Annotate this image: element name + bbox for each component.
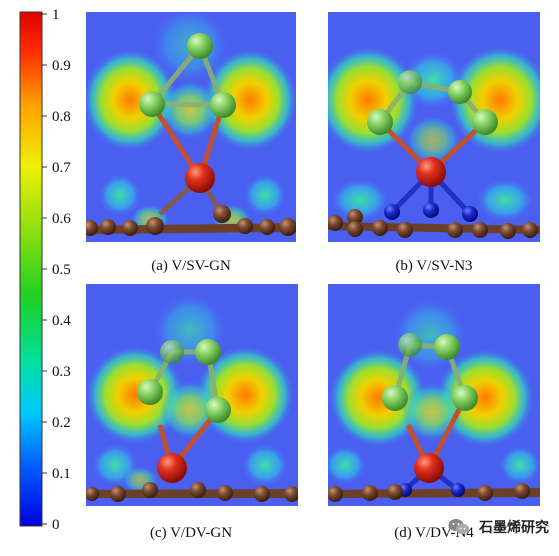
cluster-atom (367, 109, 393, 135)
panel-b-caption: (b) V/SV-N3 (395, 258, 472, 274)
nitrogen-atom (462, 206, 478, 222)
substrate-atoms (328, 209, 538, 239)
cluster-atom (137, 379, 163, 405)
colorbar-ticks: 1 0.9 0.8 0.7 0.6 0.5 0.4 0.3 0.2 0.1 0 (42, 7, 71, 533)
cluster-atom (472, 109, 498, 135)
metal-atom (414, 453, 444, 483)
colorbar-tick-label: 0.7 (52, 160, 71, 176)
colorbar: 1 0.9 0.8 0.7 0.6 0.5 0.4 0.3 0.2 0.1 0 (19, 7, 71, 533)
watermark-text: 石墨烯研究 (476, 516, 552, 538)
metal-atom (157, 453, 187, 483)
colorbar-tick-label: 0 (52, 517, 60, 533)
panel-c (86, 284, 298, 506)
colorbar-gradient (19, 11, 43, 527)
colorbar-tick-label: 0.5 (52, 262, 71, 278)
wechat-icon (448, 519, 469, 535)
watermark: 石墨烯研究 (448, 514, 552, 540)
cluster-atom (398, 70, 422, 94)
colorbar-tick-label: 1 (52, 7, 60, 23)
substrate-atoms (86, 205, 296, 236)
nitrogen-atom (423, 202, 439, 218)
panel-c-caption: (c) V/DV-GN (150, 525, 232, 541)
cluster-atom (205, 397, 231, 423)
cluster-atom (210, 92, 236, 118)
cluster-atom (398, 333, 422, 357)
panel-a-caption: (a) V/SV-GN (151, 258, 231, 274)
metal-atom (185, 163, 215, 193)
cluster-atom (187, 33, 213, 59)
substrate-atoms (328, 483, 530, 502)
cluster-atom (195, 339, 221, 365)
cluster-atom (160, 340, 184, 364)
colorbar-tick-label: 0.1 (52, 466, 71, 482)
cluster-atom (139, 91, 165, 117)
colorbar-tick-label: 0.6 (52, 211, 71, 227)
cluster-atom (434, 334, 460, 360)
nitrogen-atom (384, 204, 400, 220)
cluster-atom (452, 385, 478, 411)
nitrogen-atom (451, 483, 465, 497)
colorbar-tick-label: 0.8 (52, 109, 71, 125)
colorbar-tick-label: 0.3 (52, 364, 71, 380)
cluster-atom (382, 385, 408, 411)
panel-d (328, 284, 540, 506)
panel-a (86, 12, 296, 242)
substrate-atoms (86, 482, 298, 502)
colorbar-tick-label: 0.9 (52, 58, 71, 74)
colorbar-tick-label: 0.4 (52, 313, 71, 329)
panel-b (328, 12, 540, 242)
cluster-atom (448, 80, 472, 104)
metal-atom (416, 157, 446, 187)
colorbar-tick-label: 0.2 (52, 415, 71, 431)
